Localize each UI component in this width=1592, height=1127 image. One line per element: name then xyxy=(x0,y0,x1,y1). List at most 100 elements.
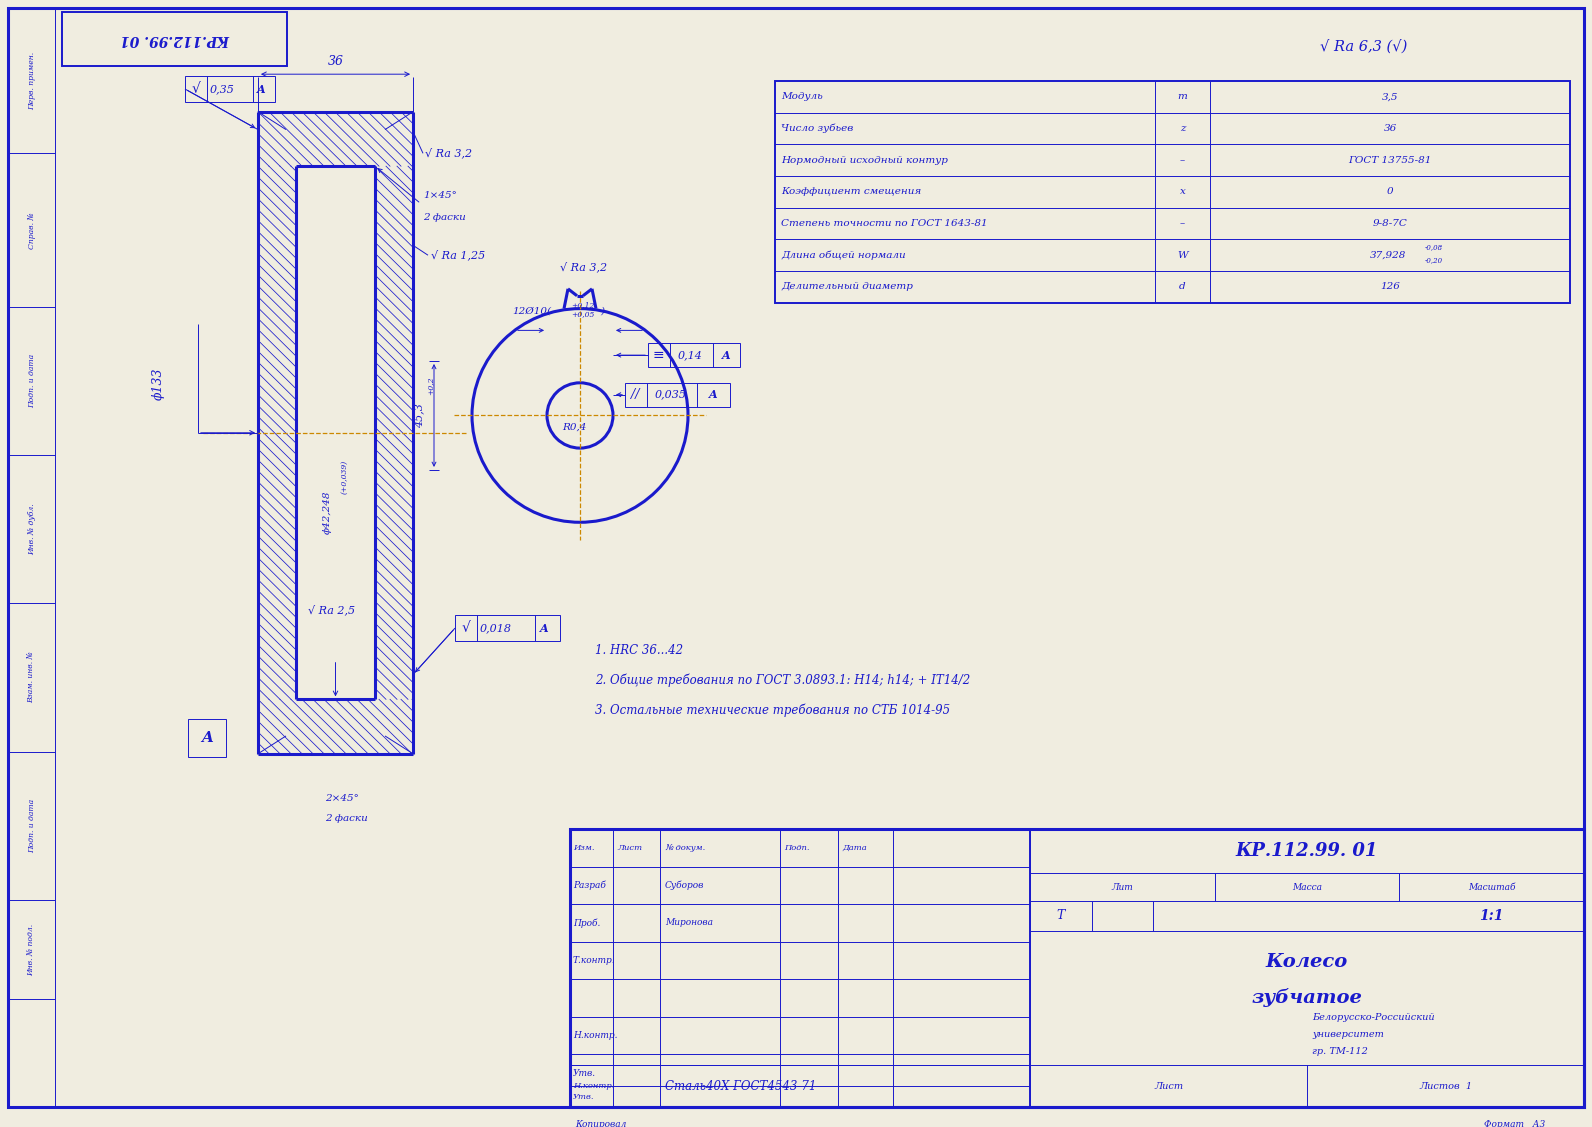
Text: Подп. и дата: Подп. и дата xyxy=(29,799,37,853)
Text: –: – xyxy=(1180,156,1184,165)
Text: Подп. и дата: Подп. и дата xyxy=(29,354,37,408)
Text: Модуль: Модуль xyxy=(782,92,823,101)
Text: Подп.: Подп. xyxy=(783,844,809,852)
Text: 126: 126 xyxy=(1380,283,1399,292)
Text: Справ. №: Справ. № xyxy=(29,212,37,249)
Text: Перв. примен.: Перв. примен. xyxy=(29,52,37,110)
Text: ГОСТ 13755-81: ГОСТ 13755-81 xyxy=(1348,156,1431,165)
Text: A: A xyxy=(201,731,213,745)
Text: √: √ xyxy=(193,82,201,96)
Text: Утв.: Утв. xyxy=(573,1068,595,1077)
Text: Масса: Масса xyxy=(1293,882,1321,891)
Text: √ Ra 3,2: √ Ra 3,2 xyxy=(560,261,607,273)
Bar xyxy=(648,344,740,367)
Text: Дата: Дата xyxy=(842,844,866,852)
Text: 2. Общие требования по ГОСТ 3.0893.1: Н14; h14; + IT14/2: 2. Общие требования по ГОСТ 3.0893.1: Н1… xyxy=(595,674,970,687)
Text: A: A xyxy=(256,83,266,95)
Text: Утв.: Утв. xyxy=(573,1093,594,1101)
Text: Масштаб: Масштаб xyxy=(1468,882,1516,891)
Bar xyxy=(775,81,1570,303)
Text: Листов  1: Листов 1 xyxy=(1418,1082,1473,1091)
Text: 0: 0 xyxy=(1387,187,1393,196)
Text: Число зубьев: Число зубьев xyxy=(782,124,853,133)
Text: 0,018: 0,018 xyxy=(481,623,513,633)
Text: √ Ra 2,5: √ Ra 2,5 xyxy=(307,605,355,615)
Text: A: A xyxy=(721,349,731,361)
Text: 37,928: 37,928 xyxy=(1371,250,1406,259)
Bar xyxy=(455,615,560,641)
Text: 1×45°: 1×45° xyxy=(423,192,457,201)
Text: Сталь40Х ГОСТ4543-71: Сталь40Х ГОСТ4543-71 xyxy=(665,1080,817,1092)
Text: 0,35: 0,35 xyxy=(210,85,236,94)
Text: 9-8-7С: 9-8-7С xyxy=(1372,219,1407,228)
Bar xyxy=(570,829,1584,1107)
Text: -0,20: -0,20 xyxy=(1425,256,1442,264)
Text: Длина общей нормали: Длина общей нормали xyxy=(782,250,906,260)
Text: Изм.: Изм. xyxy=(573,844,594,852)
Text: Коэффициент смещения: Коэффициент смещения xyxy=(782,187,922,196)
Text: x: x xyxy=(1180,187,1186,196)
Text: ϕ133: ϕ133 xyxy=(151,367,164,400)
Text: Делительный диаметр: Делительный диаметр xyxy=(782,283,912,292)
Text: Степень точности по ГОСТ 1643-81: Степень точности по ГОСТ 1643-81 xyxy=(782,219,987,228)
Text: 3,5: 3,5 xyxy=(1382,92,1398,101)
Text: 2 фаски: 2 фаски xyxy=(325,814,368,823)
Text: КР.112.99. 01: КР.112.99. 01 xyxy=(1235,842,1379,860)
Text: 3. Остальные технические требования по СТБ 1014-95: 3. Остальные технические требования по С… xyxy=(595,703,950,717)
Text: 36: 36 xyxy=(1383,124,1396,133)
Text: 1:1: 1:1 xyxy=(1479,909,1504,923)
Text: Формат   А3: Формат А3 xyxy=(1484,1120,1546,1127)
Text: √: √ xyxy=(462,621,471,636)
Text: //: // xyxy=(630,388,640,401)
Text: № докум.: № докум. xyxy=(665,844,705,852)
Text: ≡: ≡ xyxy=(653,348,664,362)
Text: Взам. инв. №: Взам. инв. № xyxy=(29,651,37,703)
Text: z: z xyxy=(1180,124,1186,133)
Text: 12Ø10(: 12Ø10( xyxy=(513,307,551,316)
Text: Нормодный исходный контур: Нормодный исходный контур xyxy=(782,156,947,165)
Text: КР.112.99. 01: КР.112.99. 01 xyxy=(119,32,229,45)
Text: √ Ra 1,25: √ Ra 1,25 xyxy=(431,250,486,260)
Text: 45,3: 45,3 xyxy=(414,403,423,428)
Text: Копировал: Копировал xyxy=(575,1120,626,1127)
Text: Н.контр.: Н.контр. xyxy=(573,1031,618,1040)
Text: √ Ra 6,3 (√): √ Ra 6,3 (√) xyxy=(1320,39,1407,54)
Text: 2×45°: 2×45° xyxy=(325,793,360,802)
Text: университет: университет xyxy=(1312,1030,1383,1039)
Text: ϕ42,248: ϕ42,248 xyxy=(323,490,333,534)
Text: Т.контр.: Т.контр. xyxy=(573,956,616,965)
Text: 1. HRC 36...42: 1. HRC 36...42 xyxy=(595,645,683,657)
Text: Разраб: Разраб xyxy=(573,880,607,890)
Text: Лит: Лит xyxy=(1111,882,1134,891)
Text: Н.контр.: Н.контр. xyxy=(573,1082,615,1090)
Text: Инв. № дубл.: Инв. № дубл. xyxy=(29,504,37,554)
Text: T: T xyxy=(1057,909,1065,923)
Text: Миронова: Миронова xyxy=(665,919,713,928)
Bar xyxy=(626,383,731,407)
Text: 36: 36 xyxy=(328,55,344,68)
Text: –: – xyxy=(1180,219,1184,228)
Text: -0,08: -0,08 xyxy=(1425,243,1442,251)
Text: Белорусско-Российский: Белорусско-Российский xyxy=(1312,1013,1434,1022)
Text: 2 фаски: 2 фаски xyxy=(423,213,466,222)
Text: √ Ra 3,2: √ Ra 3,2 xyxy=(425,148,473,159)
Text: Лист: Лист xyxy=(1154,1082,1183,1091)
Text: Суборов: Суборов xyxy=(665,880,704,890)
Text: A: A xyxy=(708,389,718,400)
Text: A: A xyxy=(540,622,549,633)
Text: d: d xyxy=(1180,283,1186,292)
Text: Колесо: Колесо xyxy=(1266,953,1348,971)
Text: +0,2: +0,2 xyxy=(427,376,435,396)
Text: W: W xyxy=(1176,250,1188,259)
Text: R0,4: R0,4 xyxy=(562,423,586,432)
Text: 0,14: 0,14 xyxy=(678,350,702,361)
Text: 0,035: 0,035 xyxy=(654,390,688,400)
Text: зубчатое: зубчатое xyxy=(1251,987,1363,1006)
Bar xyxy=(188,719,226,756)
Text: m: m xyxy=(1178,92,1188,101)
Text: Инв. № подл.: Инв. № подл. xyxy=(29,923,37,976)
Text: +0,05: +0,05 xyxy=(572,311,594,319)
Text: гр. ТМ-112: гр. ТМ-112 xyxy=(1312,1047,1368,1056)
Text: ): ) xyxy=(600,307,603,316)
Text: Лист: Лист xyxy=(618,844,642,852)
